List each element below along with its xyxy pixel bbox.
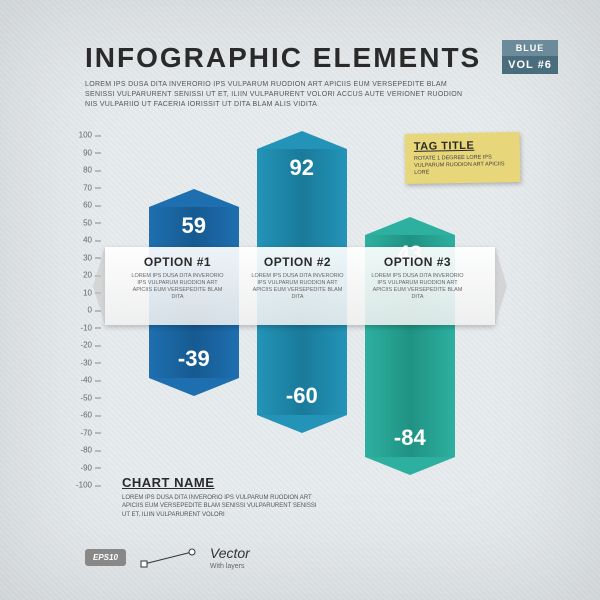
option-column: OPTION #1 LOREM IPS DUSA DITA INVERORIO I… [125,255,230,302]
tag-title: TAG TITLE [414,139,511,153]
volume-number: VOL #6 [502,56,558,74]
y-tick: 50 [83,218,92,227]
y-tick: -80 [80,446,92,455]
volume-label: BLUE [502,40,558,56]
tag-note: TAG TITLE ROTATE 1 DEGREE LORE IPS VULPA… [405,132,521,184]
y-tick: -30 [80,358,92,367]
y-tick: 60 [83,201,92,210]
options-band: OPTION #1 LOREM IPS DUSA DITA INVERORIO I… [105,247,495,325]
y-tick: -60 [80,411,92,420]
y-tick: 70 [83,183,92,192]
option-label: OPTION #2 [251,255,344,269]
y-tick: -50 [80,393,92,402]
chart: 1009080706050403020100-10-20-30-40-50-60… [100,135,500,485]
y-tick: 100 [79,131,92,140]
chart-name-block: CHART NAME LOREM IPS DUSA DITA INVERORIO… [122,475,322,519]
chart-name-title: CHART NAME [122,475,322,490]
y-tick: 80 [83,166,92,175]
y-tick: -70 [80,428,92,437]
page-title: INFOGRAPHIC ELEMENTS [85,42,550,74]
bar-bot: -60 [257,310,347,415]
y-tick: 90 [83,148,92,157]
option-column: OPTION #2 LOREM IPS DUSA DITA INVERORIO I… [245,255,350,302]
y-tick: 10 [83,288,92,297]
y-tick: 40 [83,236,92,245]
chart-name-text: LOREM IPS DUSA DITA INVERORIO IPS VULPAR… [122,494,322,519]
vector-anchor-icon [138,546,198,570]
option-label: OPTION #1 [131,255,224,269]
y-tick: 20 [83,271,92,280]
bar-bot-value: -84 [365,425,455,451]
bar-bot-value: -39 [149,346,239,372]
option-desc: LOREM IPS DUSA DITA INVERORIO IPS VULPAR… [131,273,224,302]
y-tick: -90 [80,463,92,472]
bar-top-value: 59 [149,213,239,239]
vector-label-block: Vector With layers [210,545,250,570]
bar-bot: -84 [365,310,455,457]
page-subtitle: LOREM IPS DUSA DITA INVERORIO IPS VULPAR… [85,80,465,109]
header: INFOGRAPHIC ELEMENTS LOREM IPS DUSA DITA… [85,42,550,109]
y-tick: 0 [88,306,92,315]
option-desc: LOREM IPS DUSA DITA INVERORIO IPS VULPAR… [251,273,344,302]
footer: EPS10 Vector With layers [85,545,250,570]
bar-bot-value: -60 [257,383,347,409]
tag-text: ROTATE 1 DEGREE LORE IPS VULPARUM RUODIO… [414,154,511,177]
y-tick: 30 [83,253,92,262]
vector-label: Vector [210,545,250,561]
y-tick: -10 [80,323,92,332]
y-tick: -20 [80,341,92,350]
option-column: OPTION #3 LOREM IPS DUSA DITA INVERORIO I… [365,255,470,302]
volume-badge: BLUE VOL #6 [502,40,558,74]
option-label: OPTION #3 [371,255,464,269]
y-tick: -100 [76,481,92,490]
vector-sublabel: With layers [210,563,250,570]
y-tick: -40 [80,376,92,385]
eps-badge: EPS10 [85,549,126,566]
bar-top-value: 92 [257,155,347,181]
option-desc: LOREM IPS DUSA DITA INVERORIO IPS VULPAR… [371,273,464,302]
